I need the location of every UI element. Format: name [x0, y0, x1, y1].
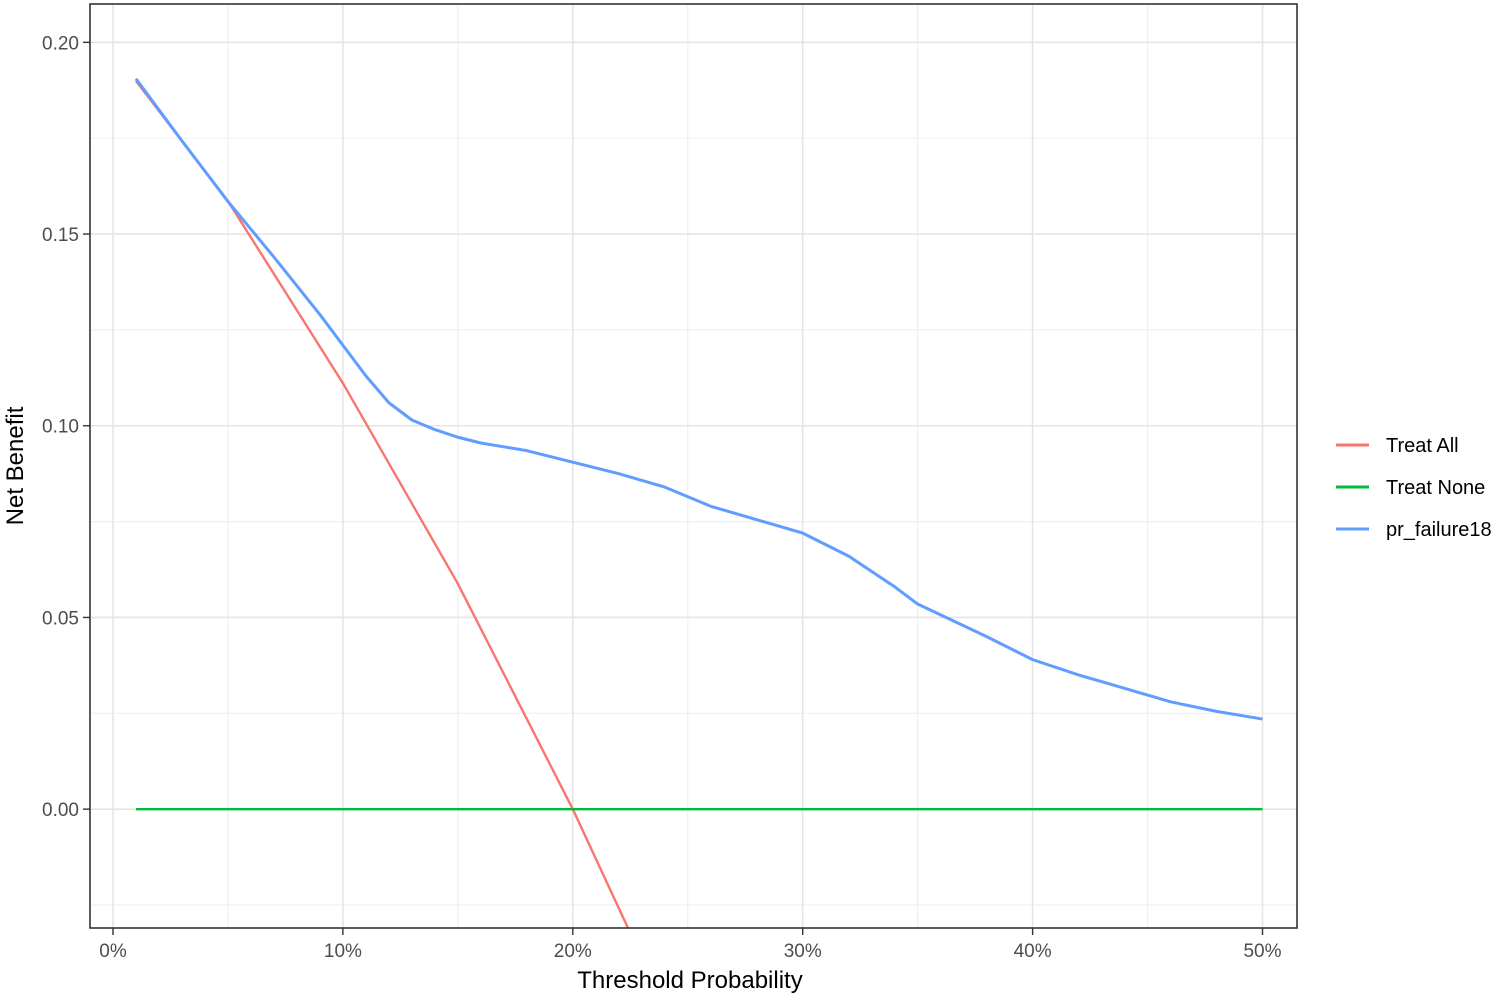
y-tick-label-0: 0.00 — [42, 800, 79, 821]
series-lines — [134, 77, 1263, 928]
y-tick-label-2: 0.10 — [42, 417, 79, 438]
legend-label-treat-none: Treat None — [1386, 477, 1485, 499]
legend-label-pr-failure18: pr_failure18 — [1386, 519, 1492, 541]
x-tick-label-0: 0% — [99, 941, 127, 962]
plot-panel-border — [89, 3, 1298, 929]
plot-panel — [90, 4, 1297, 928]
x-axis-ticks: 0% 10% 20% 30% 40% 50% — [99, 928, 1282, 962]
x-tick-label-3: 30% — [784, 941, 822, 962]
x-tick-label-1: 10% — [324, 941, 362, 962]
series-line-pr-failure18 — [134, 77, 1263, 721]
y-axis-title: Net Benefit — [2, 406, 29, 525]
y-tick-label-4: 0.20 — [42, 33, 79, 54]
legend-item-treat-all: Treat All — [1336, 435, 1459, 457]
y-tick-label-1: 0.05 — [42, 608, 79, 629]
minor-gridlines — [90, 4, 1297, 928]
major-gridlines — [90, 4, 1297, 928]
y-tick-label-3: 0.15 — [42, 225, 79, 246]
x-tick-label-4: 40% — [1014, 941, 1052, 962]
x-tick-label-5: 50% — [1243, 941, 1281, 962]
legend-item-treat-none: Treat None — [1336, 477, 1485, 499]
legend-label-treat-all: Treat All — [1386, 435, 1459, 457]
y-axis-ticks: 0.00 0.05 0.10 0.15 0.20 — [42, 33, 90, 821]
x-tick-label-2: 20% — [554, 941, 592, 962]
x-axis-title: Threshold Probability — [577, 967, 802, 994]
legend-item-pr-failure18: pr_failure18 — [1336, 519, 1492, 541]
legend: Treat All Treat None pr_failure18 — [1336, 435, 1492, 541]
